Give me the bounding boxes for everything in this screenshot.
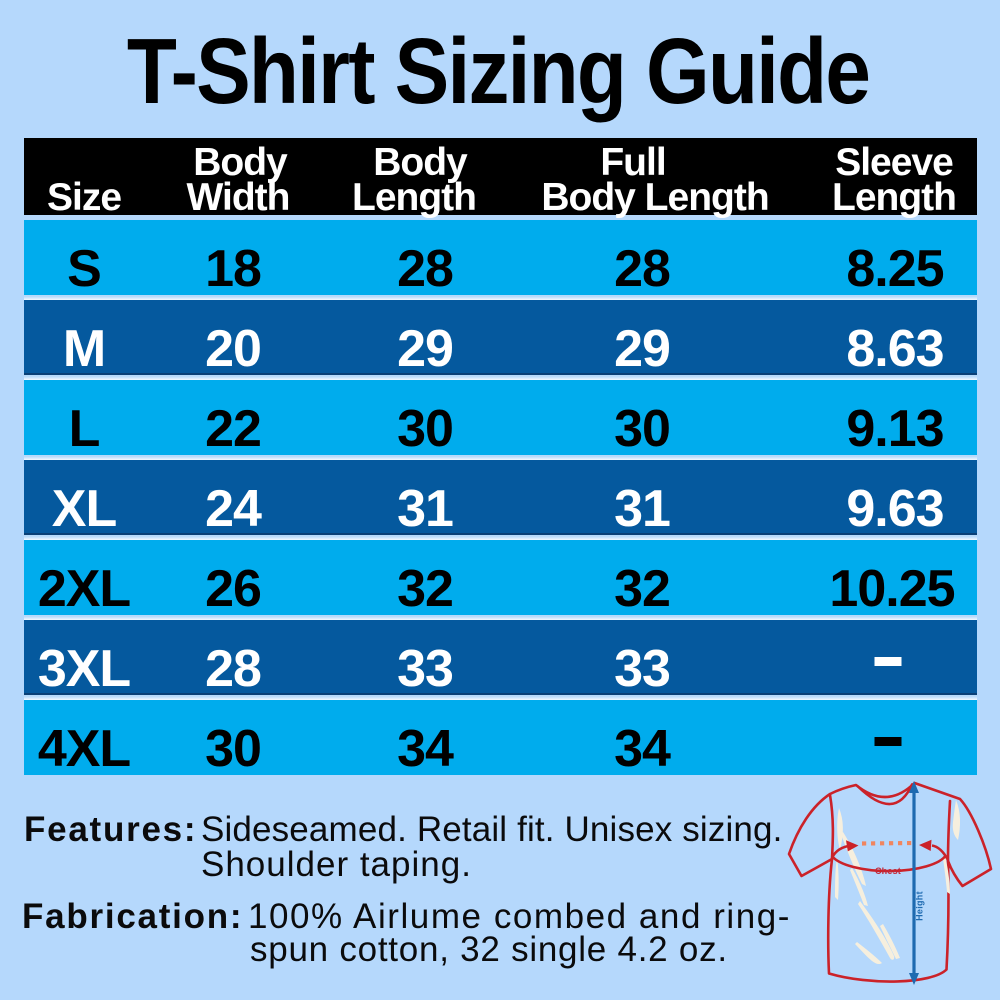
svg-text:Chest: Chest [875, 866, 901, 876]
svg-text:Height: Height [915, 891, 925, 921]
